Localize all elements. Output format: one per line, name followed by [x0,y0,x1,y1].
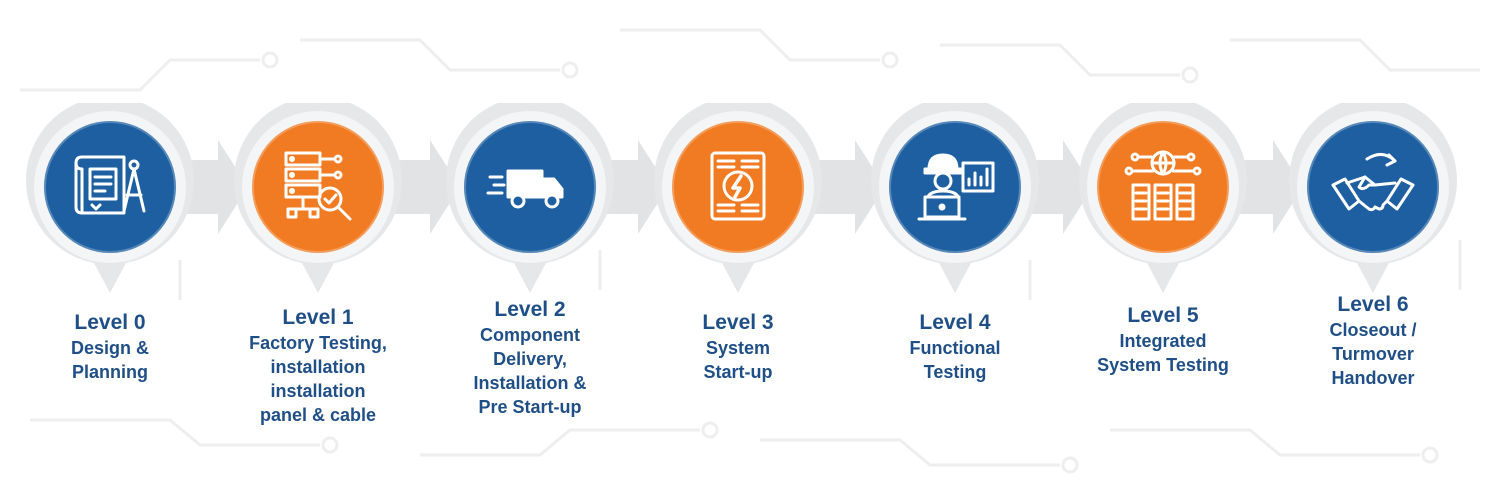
connector-arrow-5 [1233,140,1303,234]
stage-level: Level 1 [282,306,354,329]
blueprint-icon [62,139,158,235]
stage-circle-0 [44,121,176,253]
delivery-truck-icon [482,139,578,235]
stage-label-0: Level 0 Design & Planning [10,310,210,384]
stage-label-5: Level 5 Integrated System Testing [1063,303,1263,377]
stage-description: System Start-up [703,338,773,382]
server-inspection-icon [270,139,366,235]
connector-arrow-4 [1025,140,1093,234]
stage-circle-6 [1307,121,1439,253]
stage-description: Design & Planning [70,338,149,382]
stage-label-6: Level 6 Closeout / Turmover Handover [1273,292,1473,390]
stage-circle-4 [889,121,1021,253]
stage-level: Level 3 [702,311,774,334]
stage-circle-5 [1097,121,1229,253]
stage-description: Component Delivery, Installation & Pre S… [473,325,587,417]
stage-level: Level 2 [494,298,566,321]
stage-description: Closeout / Turmover Handover [1329,320,1417,388]
stage-circle-3 [672,121,804,253]
stage-level: Level 5 [1127,304,1199,327]
stage-description: Functional Testing [909,338,1001,382]
stage-level: Level 6 [1337,293,1409,316]
engineer-monitor-icon [907,139,1003,235]
connector-arrow-3 [808,140,885,234]
stage-level: Level 4 [919,311,991,334]
stage-circle-1 [252,121,384,253]
stage-label-2: Level 2 Component Delivery, Installation … [430,297,630,419]
power-server-icon [690,139,786,235]
stage-description: Integrated System Testing [1097,331,1229,375]
connector-arrow-1 [388,140,460,234]
stage-label-1: Level 1 Factory Testing, installation ins… [218,305,418,427]
connector-arrow-2 [600,140,668,234]
handshake-icon [1325,139,1421,235]
stage-circle-2 [464,121,596,253]
stage-label-4: Level 4 Functional Testing [855,310,1055,384]
stage-description: Factory Testing, installation installati… [249,333,387,425]
network-servers-icon [1115,139,1211,235]
stage-level: Level 0 [74,311,146,334]
stage-label-3: Level 3 System Start-up [638,310,838,384]
connector-arrow-0 [180,140,248,234]
